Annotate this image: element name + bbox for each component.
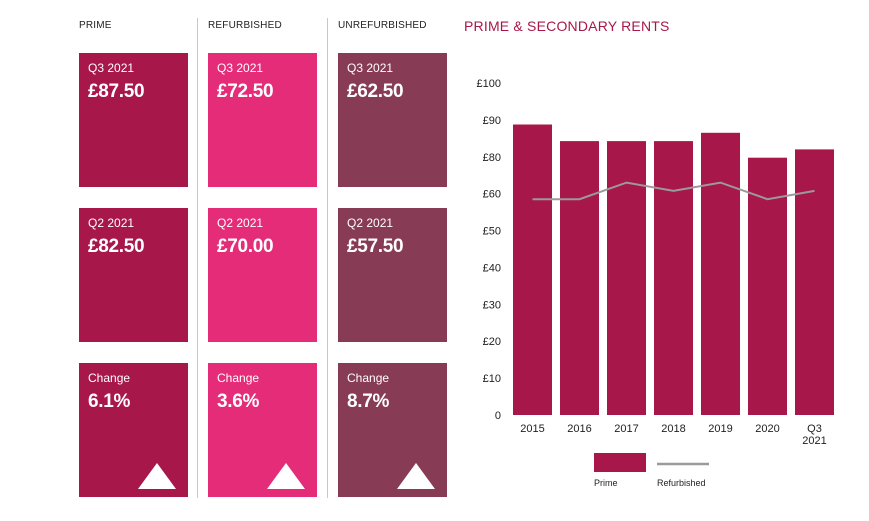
card-label: Change xyxy=(88,371,131,385)
card-label: Q2 2021 xyxy=(88,216,135,230)
bar-prime xyxy=(513,124,552,415)
unrefurbished-change-card: Change 8.7% xyxy=(338,363,447,497)
bar-prime xyxy=(701,132,740,416)
x-tick-label: 2021 xyxy=(802,435,826,447)
card-label: Q3 2021 xyxy=(347,61,394,75)
refurbished-q3-card: Q3 2021 £72.50 xyxy=(208,53,317,187)
legend-label-prime: Prime xyxy=(594,478,618,488)
y-tick-label: £20 xyxy=(483,336,501,348)
unrefurbished-q2-card: Q2 2021 £57.50 xyxy=(338,208,447,342)
bar-prime xyxy=(795,149,834,415)
column-header-unrefurbished: UNREFURBISHED xyxy=(338,20,427,31)
y-tick-label: £90 xyxy=(483,115,501,127)
card-value: £62.50 xyxy=(347,81,404,102)
legend-label-refurbished: Refurbished xyxy=(657,478,706,488)
up-triangle-icon xyxy=(267,463,305,489)
card-label: Q3 2021 xyxy=(88,61,135,75)
up-triangle-icon xyxy=(138,463,176,489)
rents-chart: 0 £10 £20 £30 £40 £50 £60 £80 £90 £100 2015 2016 201… xyxy=(477,78,834,488)
card-label: Q3 2021 xyxy=(217,61,264,75)
card-value: 3.6% xyxy=(217,391,260,412)
refurbished-q2-card: Q2 2021 £70.00 xyxy=(208,208,317,342)
y-tick-label: £50 xyxy=(483,226,501,238)
card-label: Q2 2021 xyxy=(217,216,264,230)
y-tick-label: £10 xyxy=(483,373,501,385)
card-value: 8.7% xyxy=(347,391,390,412)
y-tick-label: £40 xyxy=(483,262,501,274)
bar-prime xyxy=(748,157,787,415)
card-label: Change xyxy=(347,371,390,385)
card-value: £70.00 xyxy=(217,236,274,257)
column-header-refurbished: REFURBISHED xyxy=(208,20,282,31)
chart-title: PRIME & SECONDARY RENTS xyxy=(464,18,670,34)
legend-swatch-prime xyxy=(594,453,646,472)
y-tick-label: £60 xyxy=(483,189,501,201)
y-tick-label: £30 xyxy=(483,299,501,311)
x-tick-label: 2018 xyxy=(661,423,685,435)
bar-prime xyxy=(560,141,599,415)
column-divider xyxy=(197,18,198,498)
card-label: Q2 2021 xyxy=(347,216,394,230)
card-label: Change xyxy=(217,371,260,385)
prime-change-card: Change 6.1% xyxy=(79,363,188,497)
x-tick-label: Q3 xyxy=(807,423,822,435)
prime-q3-card: Q3 2021 £87.50 xyxy=(79,53,188,187)
x-tick-label: 2019 xyxy=(708,423,732,435)
card-value: £72.50 xyxy=(217,81,274,102)
refurbished-change-card: Change 3.6% xyxy=(208,363,317,497)
x-tick-label: 2016 xyxy=(567,423,591,435)
y-tick-label: 0 xyxy=(495,410,501,422)
card-value: £87.50 xyxy=(88,81,145,102)
card-value: 6.1% xyxy=(88,391,131,412)
x-tick-label: 2015 xyxy=(520,423,544,435)
column-divider xyxy=(327,18,328,498)
card-value: £57.50 xyxy=(347,236,404,257)
line-refurbished xyxy=(532,181,815,201)
column-header-prime: PRIME xyxy=(79,20,112,31)
prime-q2-card: Q2 2021 £82.50 xyxy=(79,208,188,342)
y-tick-label: £100 xyxy=(477,78,501,90)
x-tick-label: 2017 xyxy=(614,423,638,435)
up-triangle-icon xyxy=(397,463,435,489)
x-tick-label: 2020 xyxy=(755,423,779,435)
bar-prime xyxy=(654,141,693,415)
unrefurbished-q3-card: Q3 2021 £62.50 xyxy=(338,53,447,187)
y-tick-label: £80 xyxy=(483,152,501,164)
card-value: £82.50 xyxy=(88,236,145,257)
